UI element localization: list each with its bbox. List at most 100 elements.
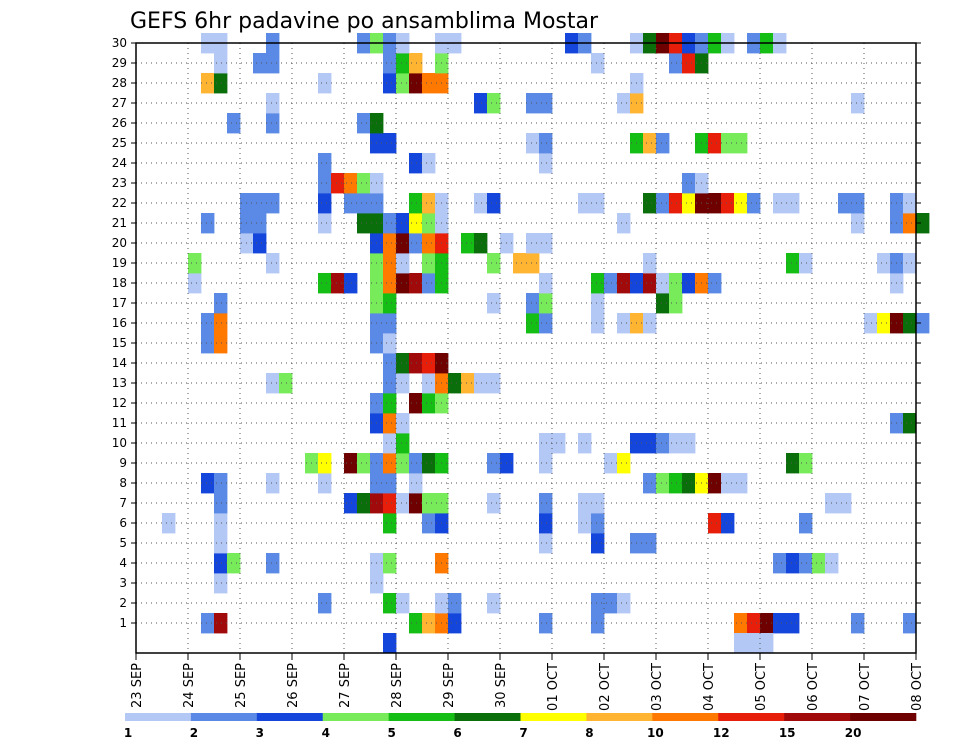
x-tick-label: 30 SEP: [494, 663, 509, 708]
heatmap-cell: [539, 533, 553, 554]
heatmap-cell: [617, 273, 631, 294]
heatmap-cell: [214, 613, 228, 634]
x-tick-label: 01 OCT: [546, 663, 561, 711]
colorbar-swatch: [652, 713, 719, 721]
y-tick-label: 27: [112, 96, 127, 110]
y-tick-label: 25: [112, 136, 127, 150]
heatmap-cell: [539, 453, 553, 474]
heatmap-cell: [201, 73, 215, 94]
heatmap-cell: [253, 53, 267, 74]
colorbar-label: 8: [585, 726, 593, 740]
heatmap-cell: [721, 133, 735, 154]
y-tick-label: 18: [112, 276, 127, 290]
colorbar-label: 2: [190, 726, 198, 740]
heatmap-cell: [422, 73, 436, 94]
x-tick-label: 02 OCT: [598, 663, 613, 711]
heatmap-cell: [617, 313, 631, 334]
heatmap-cell: [201, 313, 215, 334]
heatmap-cell: [279, 373, 293, 394]
heatmap-cells: [162, 33, 930, 654]
heatmap-cell: [669, 53, 683, 74]
heatmap-cell: [409, 153, 423, 174]
heatmap-cell: [409, 393, 423, 414]
heatmap-cell: [383, 633, 397, 654]
heatmap-cell: [578, 433, 592, 454]
heatmap-cell: [409, 73, 423, 94]
heatmap-cell: [487, 253, 501, 274]
colorbar-label: 1: [124, 726, 132, 740]
heatmap-cell: [266, 193, 280, 214]
heatmap-cell: [786, 253, 800, 274]
heatmap-cell: [422, 213, 436, 234]
heatmap-cell: [851, 213, 865, 234]
colorbar-swatch: [520, 713, 587, 721]
heatmap-cell: [682, 433, 696, 454]
heatmap-cell: [318, 593, 332, 614]
x-tick-label: 23 SEP: [130, 663, 145, 708]
heatmap-cell: [643, 273, 657, 294]
colorbar-label: 15: [779, 726, 796, 740]
heatmap-cell: [487, 453, 501, 474]
heatmap-cell: [383, 373, 397, 394]
heatmap-cell: [383, 393, 397, 414]
heatmap-cell: [903, 313, 917, 334]
colorbar-legend: 1 2 3 4 5 6 7 8 10 12 15 20: [124, 713, 917, 740]
heatmap-cell: [604, 273, 618, 294]
y-tick-label: 3: [119, 576, 127, 590]
heatmap-cell: [708, 273, 722, 294]
heatmap-cell: [539, 273, 553, 294]
heatmap-cell: [201, 473, 215, 494]
colorbar-swatch: [718, 713, 785, 721]
heatmap-cell: [396, 53, 410, 74]
heatmap-cell: [903, 613, 917, 634]
heatmap-cell: [643, 193, 657, 214]
heatmap-cell: [526, 253, 540, 274]
heatmap-cell: [682, 193, 696, 214]
heatmap-cell: [318, 153, 332, 174]
heatmap-cell: [422, 193, 436, 214]
heatmap-cell: [903, 253, 917, 274]
heatmap-cell: [604, 593, 618, 614]
heatmap-cell: [721, 513, 735, 534]
colorbar-label: 20: [845, 726, 862, 740]
heatmap-cell: [721, 473, 735, 494]
heatmap-cell: [214, 513, 228, 534]
y-tick-label: 23: [112, 176, 127, 190]
heatmap-cell: [578, 193, 592, 214]
y-tick-label: 28: [112, 76, 127, 90]
heatmap-cell: [383, 293, 397, 314]
y-tick-label: 4: [119, 556, 127, 570]
heatmap-cell: [422, 353, 436, 374]
heatmap-cell: [591, 493, 605, 514]
heatmap-cell: [656, 473, 670, 494]
heatmap-cell: [682, 273, 696, 294]
y-tick-label: 8: [119, 476, 127, 490]
heatmap-cell: [227, 113, 241, 134]
heatmap-cell: [253, 213, 267, 234]
heatmap-cell: [877, 313, 891, 334]
heatmap-cell: [383, 273, 397, 294]
y-tick-label: 6: [119, 516, 127, 530]
heatmap-cell: [266, 373, 280, 394]
colorbar-swatch: [586, 713, 653, 721]
heatmap-cell: [539, 493, 553, 514]
heatmap-cell: [539, 153, 553, 174]
heatmap-cell: [253, 233, 267, 254]
heatmap-cell: [201, 613, 215, 634]
heatmap-cell: [227, 553, 241, 574]
heatmap-cell: [396, 453, 410, 474]
heatmap-cell: [357, 173, 371, 194]
heatmap-cell: [409, 353, 423, 374]
heatmap-cell: [214, 73, 228, 94]
heatmap-cell: [266, 253, 280, 274]
heatmap-cell: [591, 53, 605, 74]
heatmap-cell: [266, 53, 280, 74]
heatmap-cell: [916, 313, 930, 334]
heatmap-cell: [773, 193, 787, 214]
heatmap-cell: [396, 253, 410, 274]
y-tick-label: 17: [112, 296, 127, 310]
heatmap-cell: [422, 493, 436, 514]
y-tick-label: 10: [112, 436, 127, 450]
heatmap-cell: [734, 473, 748, 494]
